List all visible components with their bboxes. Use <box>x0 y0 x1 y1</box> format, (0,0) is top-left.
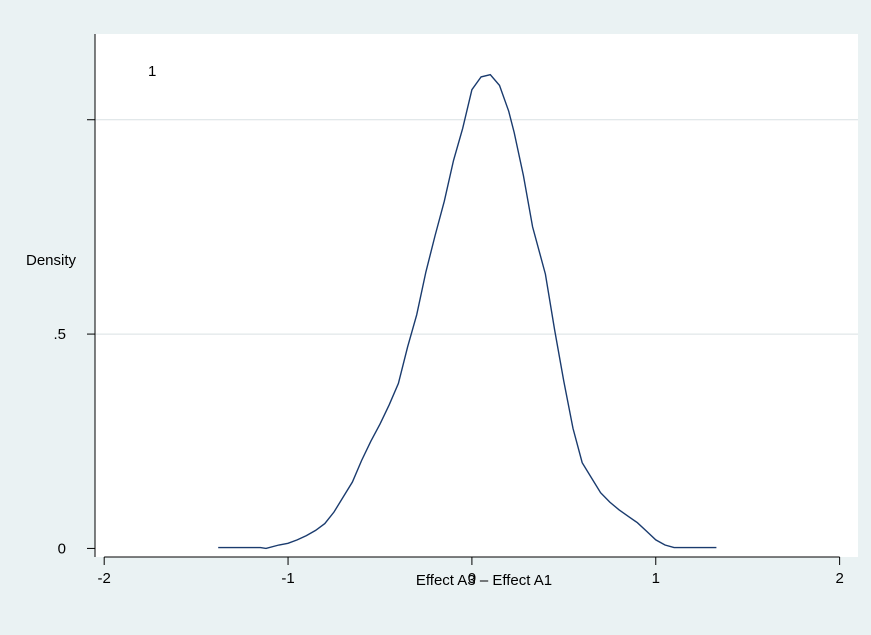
density-series-line <box>218 73 717 550</box>
y-tick-label: .5 <box>53 326 66 343</box>
grid-lines <box>95 119 858 335</box>
y-axis-label: Density <box>26 252 77 269</box>
x-axis-label: Effect A3 – Effect A1 <box>416 572 552 589</box>
x-tick-label: 1 <box>652 570 660 587</box>
x-tick-label: 2 <box>835 570 843 587</box>
x-tick-label: -1 <box>281 570 294 587</box>
y-tick-label: 0 <box>58 540 66 557</box>
x-tick-label: -2 <box>98 570 111 587</box>
y-tick-label: 1 <box>148 63 156 80</box>
y-axis-ticks: 0.51 <box>53 63 156 557</box>
plot-area <box>95 34 858 557</box>
x-axis-ticks: -2 -1 0 1 2 <box>98 557 844 587</box>
x-tick-label: 0 <box>468 570 476 587</box>
